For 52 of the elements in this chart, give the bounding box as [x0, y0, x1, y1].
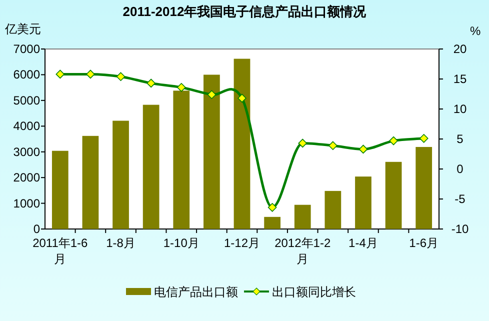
bar	[385, 162, 402, 229]
point	[268, 203, 277, 212]
point	[207, 90, 216, 99]
legend-label: 出口额同比增长	[272, 285, 356, 299]
y-tick-label: 7000	[13, 42, 40, 56]
y2-tick-label: 20	[453, 42, 467, 56]
y2-tick-label: -5	[454, 192, 466, 206]
y-tick-label: 1000	[13, 196, 40, 210]
point	[146, 78, 156, 88]
bar	[112, 120, 129, 229]
point	[116, 72, 126, 81]
point	[389, 136, 398, 146]
y2-tick-label: 0	[456, 162, 464, 176]
y2-tick-label: 5	[456, 132, 464, 146]
bar	[264, 216, 280, 229]
bar	[173, 90, 190, 229]
point	[298, 138, 308, 148]
y-tick-label: 4000	[13, 119, 40, 134]
x-tick-label: 1-4月	[348, 236, 378, 250]
y-axis-title: 亿美元	[4, 22, 41, 36]
point	[358, 144, 368, 154]
y2-tick-label: 10	[453, 102, 467, 116]
point	[86, 70, 95, 79]
bar	[234, 58, 250, 229]
y2-tick-label: 15	[453, 72, 467, 86]
point	[176, 83, 186, 92]
x-tick-label: 1-10月	[163, 236, 200, 250]
bar	[204, 74, 220, 229]
bar	[324, 190, 342, 229]
bar	[294, 204, 311, 229]
point	[238, 94, 246, 103]
x-tick-label: 2012年1-2月	[274, 236, 331, 266]
point	[419, 134, 428, 143]
bar	[82, 136, 99, 229]
bar	[142, 104, 160, 229]
y-tick-label: 6000	[13, 68, 40, 82]
x-tick-label: 1-6月	[409, 236, 439, 250]
bar	[355, 176, 372, 229]
bar	[52, 150, 68, 229]
y2-axis-title: %	[470, 24, 481, 38]
x-tick-label: 1-12月	[224, 236, 260, 250]
x-tick-label: 2011年1-6月	[32, 236, 88, 266]
y-tick-label: 5000	[13, 93, 40, 108]
x-tick-label: 1-8月	[106, 236, 136, 250]
y-tick-label: 3000	[13, 144, 40, 159]
y-tick-label: 2000	[13, 170, 40, 185]
chart-title: 2011-2012年我国电子信息产品出口额情况	[122, 4, 368, 19]
legend-label: 电信产品出口额	[154, 285, 238, 299]
y2-tick-label: -10	[451, 222, 469, 236]
point	[328, 141, 338, 150]
y-tick-label: 0	[33, 222, 40, 236]
bar	[416, 146, 432, 229]
